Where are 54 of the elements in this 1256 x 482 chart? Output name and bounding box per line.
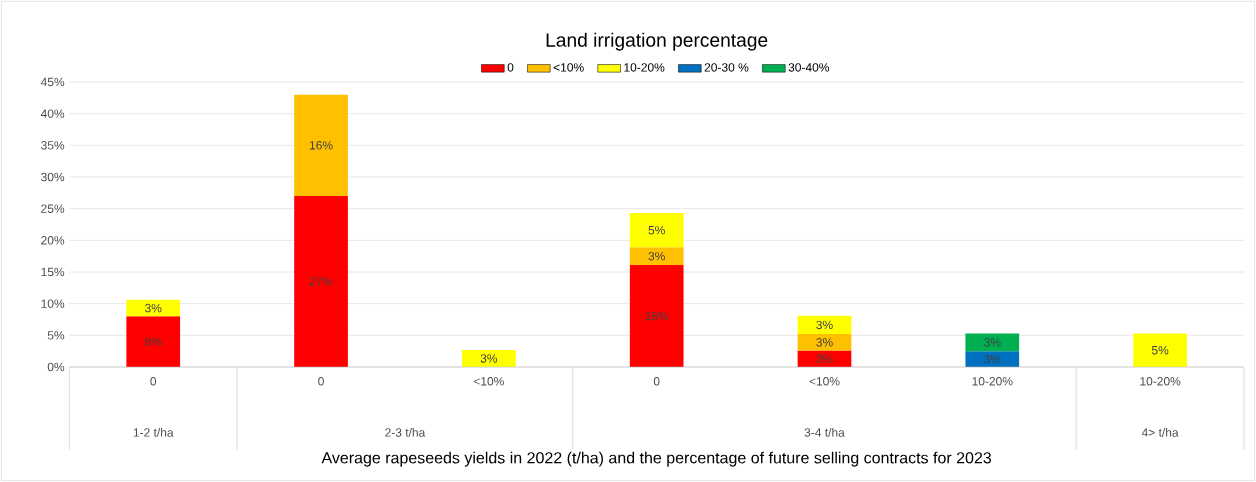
data-label: 3% [984, 354, 1001, 364]
y-tick-label: 10% [41, 299, 65, 308]
text: 1-2 t/ha [133, 427, 174, 437]
bar [126, 316, 181, 367]
legend-label: 10-20% [624, 63, 665, 72]
bar [797, 315, 852, 335]
data-label: 3% [816, 338, 833, 347]
bar [126, 299, 181, 317]
legend-label: <10% [553, 63, 584, 72]
chart-title: Land irrigation percentage [546, 32, 768, 51]
text: 4> t/ha [1141, 427, 1179, 437]
legend-label: 0 [507, 63, 514, 72]
bar [1133, 333, 1187, 367]
bar [294, 94, 348, 196]
bar [965, 333, 1020, 352]
y-tick-label: 5% [47, 331, 65, 340]
data-label: 8% [145, 337, 162, 346]
x-tick-label: 0 [653, 377, 660, 386]
x-tick-label: 10-20% [1140, 377, 1181, 386]
data-label: 27% [309, 277, 333, 286]
y-tick-label: 20% [41, 236, 65, 245]
data-label: 3% [648, 251, 665, 261]
y-tick-label: 40% [40, 109, 65, 118]
y-tick-label: 30% [41, 172, 65, 182]
text: 3-4 t/ha [804, 427, 845, 437]
data-label: 16% [645, 311, 669, 321]
y-tick-label: 45% [40, 77, 65, 87]
y-tick-label: 35% [41, 141, 65, 150]
legend-label: 20-30 % [704, 63, 749, 72]
bar [294, 196, 348, 367]
data-label: 3% [816, 320, 833, 330]
data-label: 3% [145, 303, 162, 313]
bar [629, 265, 684, 367]
data-label: 3% [984, 338, 1001, 347]
bar [629, 213, 684, 248]
x-tick-label: 0 [318, 377, 324, 386]
x-axis-title: Average rapeseeds yields in 2022 (t/ha) and the percentage of future selling contracts for 2023 [321, 451, 992, 467]
data-label: 5% [648, 225, 665, 235]
x-tick-label: 0 [150, 377, 157, 386]
bar [965, 351, 1020, 367]
legend-label: 30-40% [788, 63, 830, 72]
y-tick-label: 25% [41, 204, 65, 213]
data-label: 3% [480, 354, 498, 363]
x-tick-label: <10% [473, 377, 504, 386]
data-label: 3% [816, 354, 833, 364]
bar [629, 247, 684, 266]
bar [797, 334, 852, 351]
x-tick-label: 10-20% [972, 377, 1013, 386]
data-label: 16% [309, 141, 333, 150]
data-label: 5% [1151, 346, 1169, 355]
text: 2-3 t/ha [385, 427, 426, 437]
y-tick-label: 15% [41, 267, 65, 277]
y-tick-label: 0% [47, 362, 65, 372]
x-tick-label: <10% [809, 377, 840, 386]
